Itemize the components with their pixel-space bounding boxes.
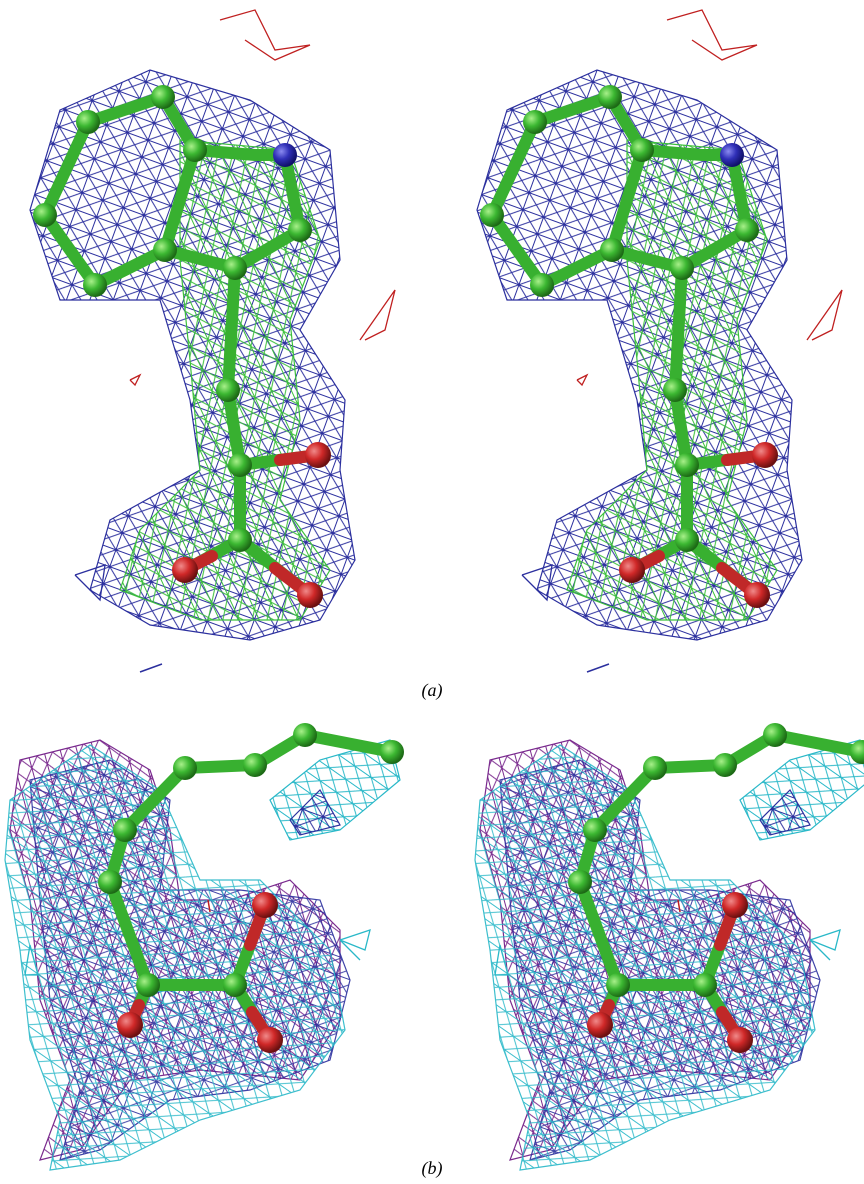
stereo-left: [30, 10, 395, 672]
panel-a-images: [30, 10, 842, 672]
panel-b-images: [5, 723, 864, 1170]
stereo-right: [475, 723, 864, 1170]
figure: (a) (b): [0, 0, 864, 1184]
stereo-left: [5, 723, 404, 1170]
stereo-right: [477, 10, 842, 672]
panel-label: (b): [422, 1158, 443, 1179]
panel-label: (a): [422, 680, 443, 701]
